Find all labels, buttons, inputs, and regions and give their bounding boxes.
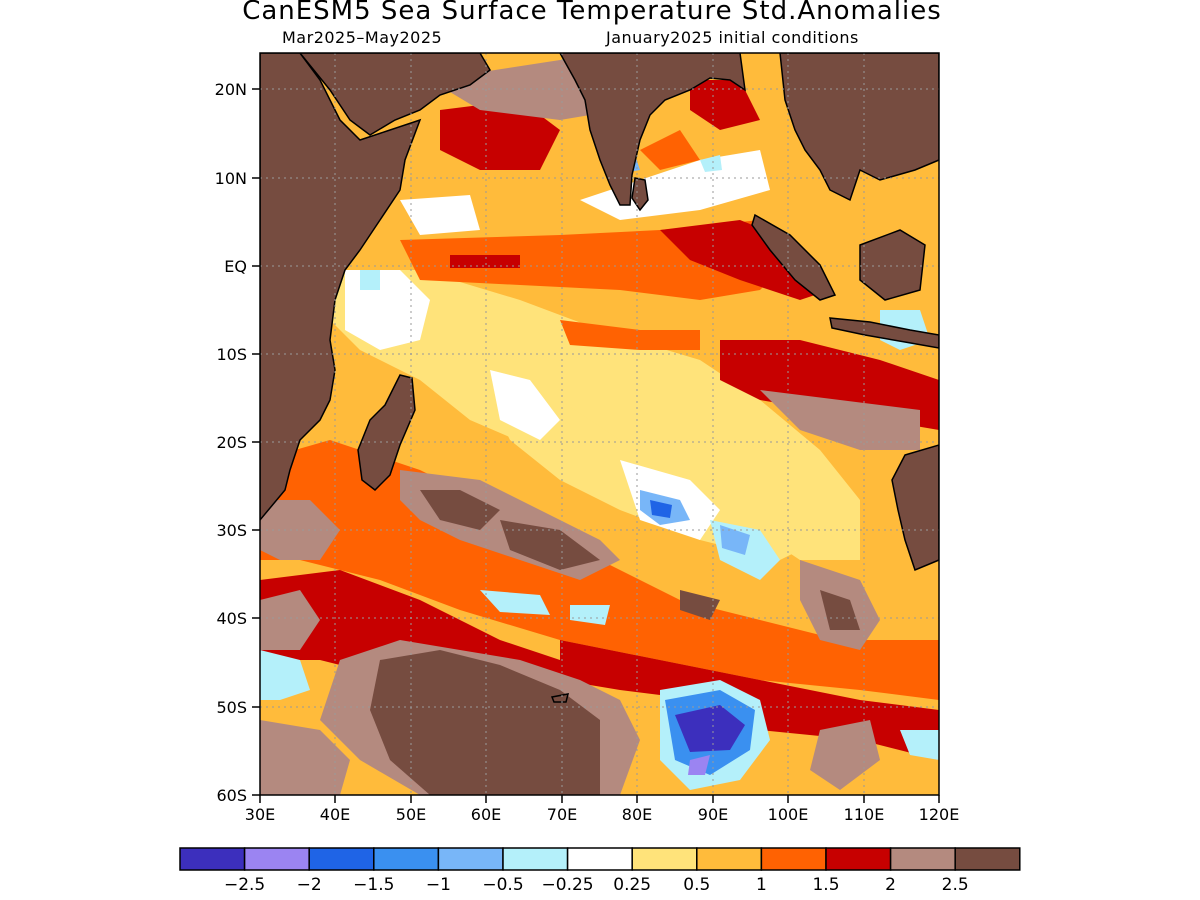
colorbar-label: 2: [885, 875, 896, 895]
colorbar-label: −2.5: [224, 875, 265, 895]
colorbar-swatch: [889, 847, 956, 871]
lat-label: 20N: [215, 80, 247, 99]
colorbar-swatch: [566, 847, 633, 871]
lon-label: 50E: [396, 805, 426, 824]
lat-label: 30S: [216, 521, 247, 540]
colorbar-label: −2: [297, 875, 322, 895]
map-title: CanESM5 Sea Surface Temperature Std.Anom…: [242, 0, 942, 26]
colorbar-swatch: [502, 847, 569, 871]
colorbar: −2.5 −2 −1.5 −1 −0.5 −0.25 0.25 0.5 1 1.5 2 2.5: [179, 847, 1021, 895]
initial-conditions: January2025 initial conditions: [606, 28, 859, 47]
colorbar-swatch: [631, 847, 698, 871]
colorbar-swatch: [760, 847, 827, 871]
colorbar-label: −1.5: [353, 875, 394, 895]
colorbar-label: 2.5: [942, 875, 969, 895]
anomaly-field: [260, 53, 939, 795]
colorbar-label: −1: [426, 875, 451, 895]
lat-label: 20S: [216, 433, 247, 452]
colorbar-label: 1.5: [812, 875, 839, 895]
colorbar-label: 1: [756, 875, 767, 895]
colorbar-label: −0.25: [542, 875, 594, 895]
colorbar-swatch: [308, 847, 375, 871]
colorbar-swatch: [437, 847, 504, 871]
lon-label: 60E: [471, 805, 501, 824]
colorbar-swatch: [696, 847, 763, 871]
lat-label: 60S: [216, 786, 247, 805]
lon-label: 100E: [768, 805, 809, 824]
lon-label: 40E: [320, 805, 350, 824]
lat-label: 10S: [216, 345, 247, 364]
axis-ticks: [252, 88, 940, 803]
lat-label: EQ: [224, 257, 247, 276]
colorbar-swatch: [954, 847, 1021, 871]
map-frame: [259, 52, 940, 796]
colorbar-label: 0.25: [613, 875, 651, 895]
colorbar-swatch: [179, 847, 246, 871]
lon-label: 70E: [547, 805, 577, 824]
colorbar-swatch: [373, 847, 440, 871]
colorbar-swatch: [825, 847, 892, 871]
land-mask: [260, 53, 939, 703]
lon-label: 90E: [698, 805, 728, 824]
lat-label: 40S: [216, 609, 247, 628]
colorbar-label: −0.5: [482, 875, 523, 895]
forecast-period: Mar2025–May2025: [282, 28, 443, 47]
lon-label: 80E: [622, 805, 652, 824]
lat-label: 50S: [216, 698, 247, 717]
lon-label: 30E: [245, 805, 275, 824]
colorbar-label: 0.5: [683, 875, 710, 895]
lat-label: 10N: [215, 169, 247, 188]
lon-label: 110E: [844, 805, 885, 824]
colorbar-swatch: [243, 847, 310, 871]
graticule: [260, 53, 939, 795]
lon-label: 120E: [919, 805, 960, 824]
